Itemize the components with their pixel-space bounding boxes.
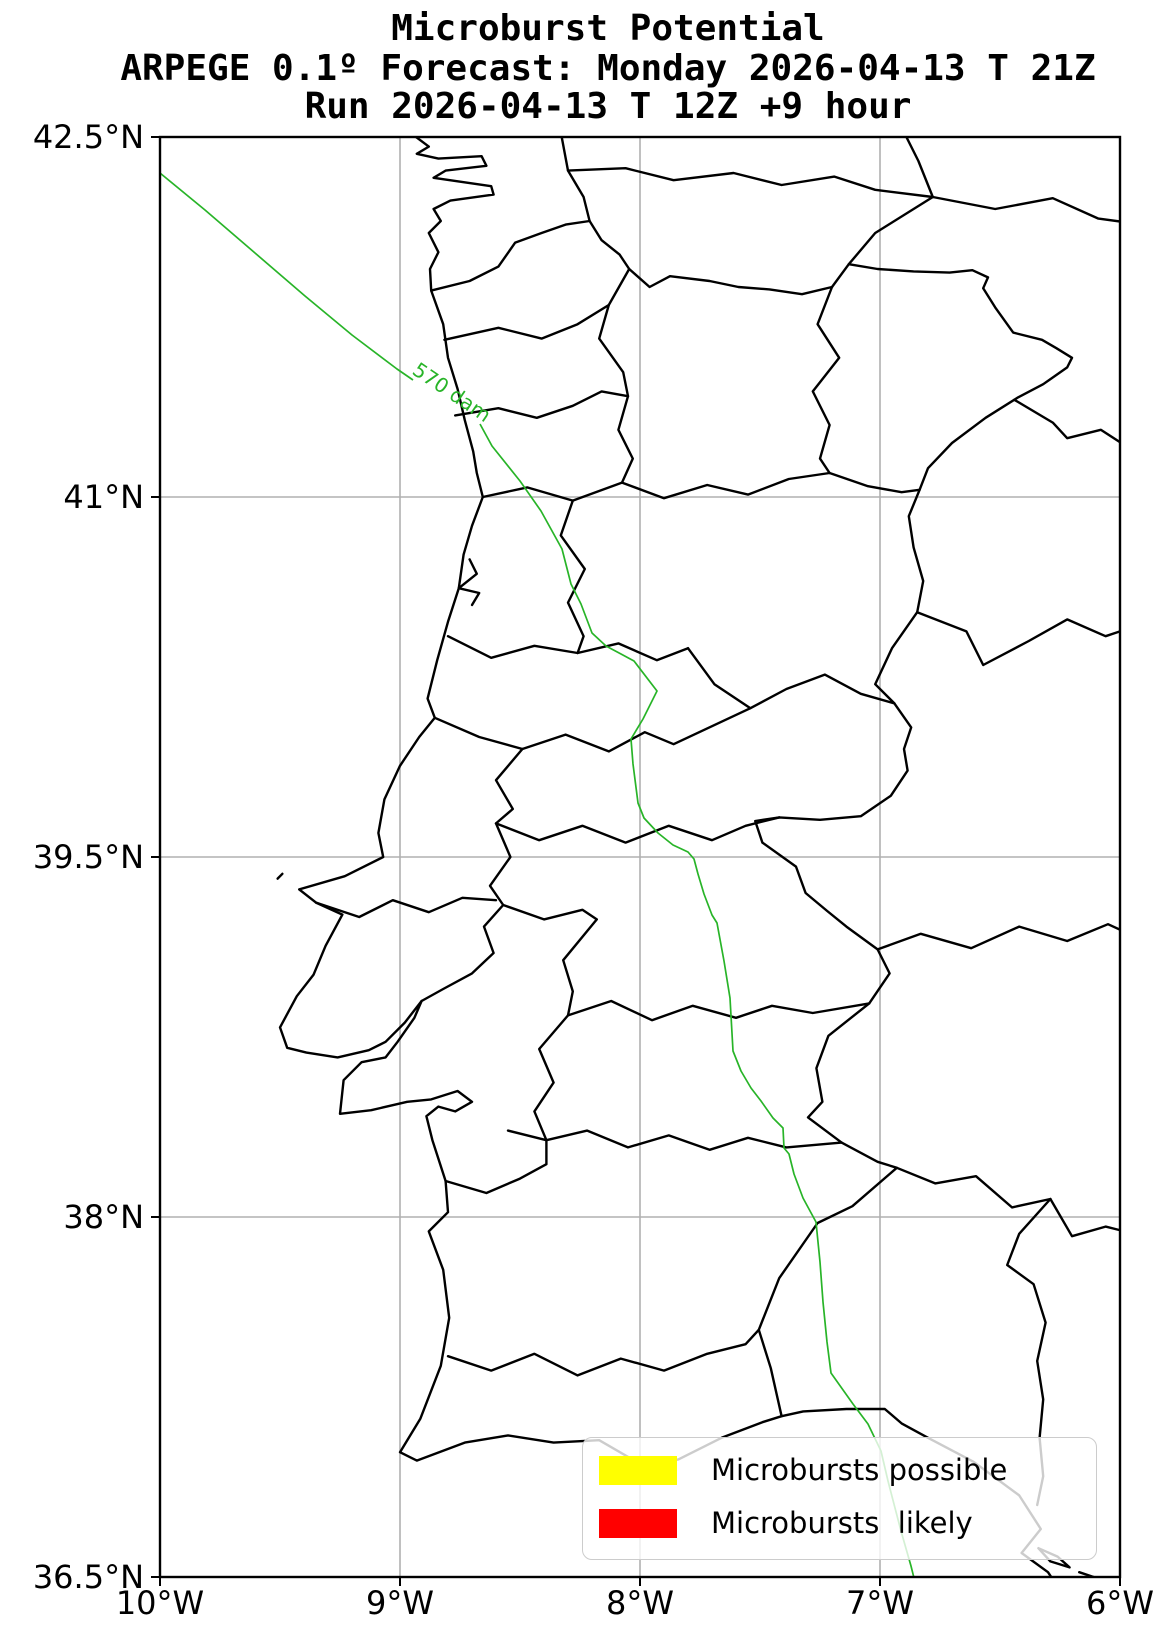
map-line-es-pontevedra-ourense bbox=[560, 137, 591, 223]
map-line-pt-viana-braga bbox=[443, 267, 631, 341]
contour-570dam bbox=[160, 172, 915, 1577]
y-tick-label: 41°N bbox=[63, 478, 144, 516]
tick-marks bbox=[151, 136, 1121, 1586]
map-line-cadiz-islet-2 bbox=[1077, 1570, 1096, 1577]
map-line-aveiro-lagoon-south bbox=[457, 587, 481, 607]
map-line-es-leon-zamora bbox=[931, 195, 1120, 223]
map-line-pt-coimbra-north bbox=[446, 635, 690, 662]
map-line-pt-beja-algarve bbox=[446, 1328, 760, 1377]
map-line-es-zamora-salamanca bbox=[1013, 398, 1120, 444]
map-line-pt-vilareal-braganca bbox=[811, 285, 841, 475]
x-tick-label: 10°W bbox=[116, 1584, 204, 1622]
legend-swatch-possible bbox=[599, 1455, 677, 1485]
y-tick-label: 38°N bbox=[63, 1198, 144, 1236]
map-line-pt-evora-beja bbox=[506, 1129, 843, 1152]
map-boundaries bbox=[276, 137, 1120, 1577]
legend-swatch-likely bbox=[599, 1508, 677, 1538]
map-line-pt-aveiro-viseu bbox=[559, 499, 586, 655]
map-line-pt-guarda-castelobranco bbox=[686, 647, 896, 710]
x-tick-label: 8°W bbox=[606, 1584, 674, 1622]
map-line-pt-lisboa-leiria bbox=[314, 896, 498, 919]
x-tick-label: 9°W bbox=[366, 1584, 434, 1622]
map-line-es-ourense-leon bbox=[905, 137, 934, 199]
map-line-aveiro-lagoon-spit bbox=[457, 558, 478, 590]
map-line-pt-castelobranco-south bbox=[494, 816, 781, 844]
contour-line bbox=[479, 423, 915, 1577]
map-line-pt-douro-line bbox=[481, 471, 921, 502]
legend-item-likely: Microbursts likely bbox=[599, 1508, 973, 1538]
map-line-es-lugo-ourense bbox=[566, 166, 934, 199]
y-tick-label: 36.5°N bbox=[33, 1558, 144, 1596]
contour-line bbox=[160, 172, 414, 381]
map-line-pt-coimbra-south bbox=[433, 707, 752, 753]
y-tick-label: 42.5°N bbox=[33, 118, 144, 156]
legend-label-likely: Microbursts likely bbox=[711, 1506, 973, 1540]
y-tick-label: 39.5°N bbox=[33, 838, 144, 876]
gridlines bbox=[159, 136, 1121, 1578]
map-line-pt-braga-porto bbox=[454, 390, 630, 419]
title-forecast-line: ARPEGE 0.1º Forecast: Monday 2026-04-13 … bbox=[120, 48, 1096, 89]
legend-item-possible: Microbursts possible bbox=[599, 1455, 1007, 1485]
map-line-pt-setubal-evora bbox=[533, 1014, 570, 1142]
x-tick-label: 7°W bbox=[846, 1584, 914, 1622]
map-line-es-caceres-badajoz bbox=[876, 923, 1120, 951]
map-line-berlenga-islet bbox=[276, 872, 284, 880]
page-title: Microburst Potential bbox=[391, 8, 825, 49]
map-line-es-salamanca-caceres bbox=[916, 611, 1120, 667]
map-line-pt-es-border bbox=[430, 219, 1074, 1418]
map-line-es-ourense-zamora bbox=[847, 195, 934, 266]
x-tick-label: 6°W bbox=[1086, 1584, 1154, 1622]
map-line-pt-setubal-beja bbox=[444, 1138, 548, 1195]
map-line-pt-leiria-santarem bbox=[420, 747, 524, 1003]
map-line-es-badajoz-andalucia bbox=[895, 1166, 1120, 1238]
map-line-pt-vilareal-west bbox=[598, 303, 634, 484]
map-line-pt-santarem-evora bbox=[502, 903, 871, 1022]
tick-labels: 10°W 9°W 8°W 7°W 6°W 42.5°N 41°N 39.5°N 38°N 36.5… bbox=[33, 118, 1154, 1622]
legend: Microbursts possible Microbursts likely bbox=[582, 1437, 1097, 1560]
title-run-line: Run 2026-04-13 T 12Z +9 hour bbox=[304, 86, 912, 127]
legend-label-possible: Microbursts possible bbox=[711, 1453, 1008, 1487]
